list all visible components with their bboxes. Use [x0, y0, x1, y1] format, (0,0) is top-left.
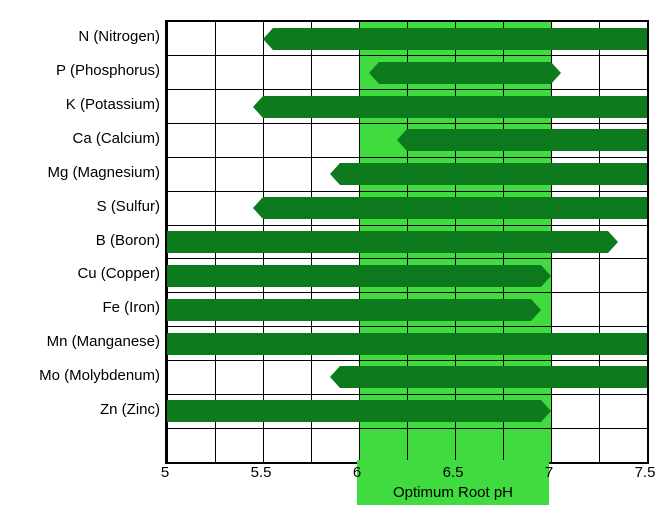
nutrient-label: Cu (Copper) [10, 266, 160, 281]
bar-cap-left [253, 96, 263, 118]
bar-cap-left [369, 62, 379, 84]
bar-cap-right [551, 62, 561, 84]
nutrient-label: K (Potassium) [10, 97, 160, 112]
gridline-horizontal [167, 258, 647, 259]
nutrient-bar [263, 96, 647, 118]
gridline-horizontal [167, 428, 647, 429]
x-tick-label: 6 [353, 464, 361, 481]
gridline-horizontal [167, 55, 647, 56]
gridline-horizontal [167, 292, 647, 293]
nutrient-bar [167, 299, 531, 321]
gridline-horizontal [167, 326, 647, 327]
nutrient-bar [167, 333, 647, 355]
nutrient-label: Mn (Manganese) [10, 334, 160, 349]
x-tick-label: 5.5 [251, 464, 272, 481]
bar-cap-left [330, 163, 340, 185]
x-tick-label: 7 [545, 464, 553, 481]
nutrient-bar [340, 163, 647, 185]
nutrient-label: B (Boron) [10, 233, 160, 248]
gridline-horizontal [167, 394, 647, 395]
gridline-horizontal [167, 89, 647, 90]
nutrient-bar [407, 129, 647, 151]
nutrient-label: Fe (Iron) [10, 300, 160, 315]
nutrient-label: Ca (Calcium) [10, 131, 160, 146]
bar-cap-left [330, 366, 340, 388]
nutrient-label: N (Nitrogen) [10, 29, 160, 44]
bar-cap-right [541, 265, 551, 287]
gridline-vertical [647, 22, 648, 462]
gridline-horizontal [167, 360, 647, 361]
nutrient-bar [340, 366, 647, 388]
bar-cap-right [531, 299, 541, 321]
bar-cap-right [608, 231, 618, 253]
x-tick-label: 5 [161, 464, 169, 481]
nutrient-ph-chart: N (Nitrogen) P (Phosphorus) K (Potassium) C… [10, 10, 650, 510]
gridline-horizontal [167, 157, 647, 158]
bar-cap-left [253, 197, 263, 219]
x-tick-label: 7.5 [635, 464, 656, 481]
nutrient-bar [273, 28, 647, 50]
gridline-horizontal [167, 191, 647, 192]
nutrient-label: S (Sulfur) [10, 199, 160, 214]
bar-cap-left [397, 129, 407, 151]
nutrient-bar [167, 231, 608, 253]
nutrient-bar [263, 197, 647, 219]
nutrient-label: Zn (Zinc) [10, 402, 160, 417]
gridline-horizontal [167, 225, 647, 226]
gridline-horizontal [167, 123, 647, 124]
plot-area [165, 20, 649, 464]
nutrient-bar [379, 62, 551, 84]
nutrient-bar [167, 265, 541, 287]
nutrient-label: Mg (Magnesium) [10, 165, 160, 180]
optimum-band-label: Optimum Root pH [393, 484, 513, 501]
bar-cap-left [263, 28, 273, 50]
bar-cap-right [541, 400, 551, 422]
nutrient-label: P (Phosphorus) [10, 63, 160, 78]
nutrient-label: Mo (Molybdenum) [10, 368, 160, 383]
x-tick-label: 6.5 [443, 464, 464, 481]
nutrient-bar [167, 400, 541, 422]
